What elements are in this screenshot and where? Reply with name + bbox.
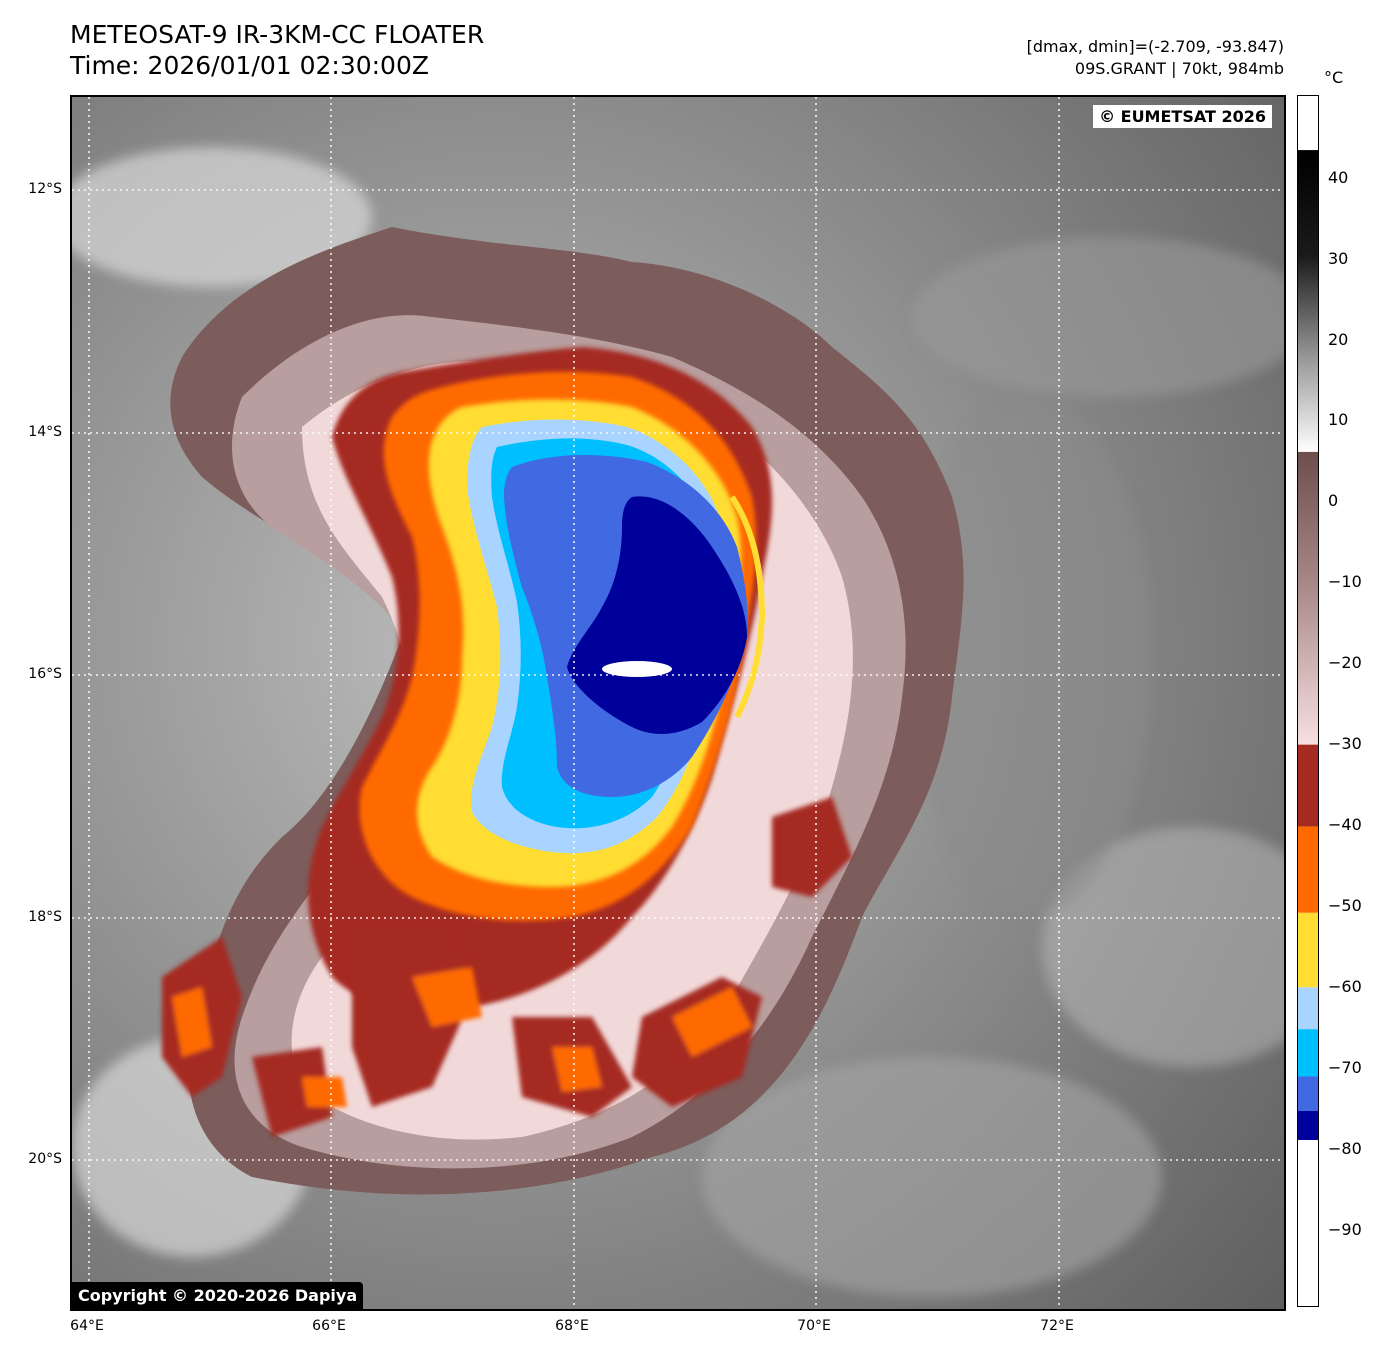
colorbar-tick-minus70: −70 [1328,1058,1362,1077]
coldest-spot [602,661,672,677]
colorbar-tick-minus80: −80 [1328,1139,1362,1158]
colorbar-unit: °C [1324,68,1344,87]
colorbar-tick-30: 30 [1328,249,1349,268]
satellite-map: © EUMETSAT 2026 Copyright © 2020-2026 Da… [70,95,1286,1311]
temperature-colorbar [1297,95,1319,1307]
eastern-edge-band [729,495,766,719]
colorbar-tick-minus10: −10 [1328,572,1362,591]
lat-label-20s: 20°S [28,1151,62,1167]
eumetsat-copyright: © EUMETSAT 2026 [1093,105,1272,128]
satellite-imagery [72,97,1284,1309]
colorbar-tick-20: 20 [1328,330,1349,349]
lat-label-18s: 18°S [28,909,62,925]
dapiya-copyright: Copyright © 2020-2026 Dapiya [72,1282,364,1309]
colorbar-tick-minus60: −60 [1328,977,1362,996]
colorbar-tick-minus30: −30 [1328,734,1362,753]
grey-cloud-texture [72,147,1284,1297]
lon-label-72e: 72°E [1040,1318,1074,1334]
lat-label-14s: 14°S [28,424,62,440]
colorbar-tick-10: 10 [1328,410,1349,429]
image-timestamp: Time: 2026/01/01 02:30:00Z [70,51,429,80]
colorbar-tick-minus20: −20 [1328,653,1362,672]
storm-info-text: 09S.GRANT | 70kt, 984mb [1074,59,1284,78]
colorbar-tick-0: 0 [1328,491,1339,510]
lat-label-16s: 16°S [28,666,62,682]
lon-label-64e: 64°E [70,1318,104,1334]
colorbar-tick-40: 40 [1328,168,1349,187]
temperature-range-text: [dmax, dmin]=(-2.709, -93.847) [1026,37,1284,56]
colorbar-tick-minus50: −50 [1328,896,1362,915]
lat-label-12s: 12°S [28,181,62,197]
lon-label-70e: 70°E [797,1318,831,1334]
lon-label-68e: 68°E [555,1318,589,1334]
colorbar-tick-minus90: −90 [1328,1220,1362,1239]
rainband-cells [162,797,852,1137]
colorbar-tick-minus40: −40 [1328,815,1362,834]
image-title: METEOSAT-9 IR-3KM-CC FLOATER [70,20,485,49]
graticule [72,97,1284,1309]
lon-label-66e: 66°E [312,1318,346,1334]
